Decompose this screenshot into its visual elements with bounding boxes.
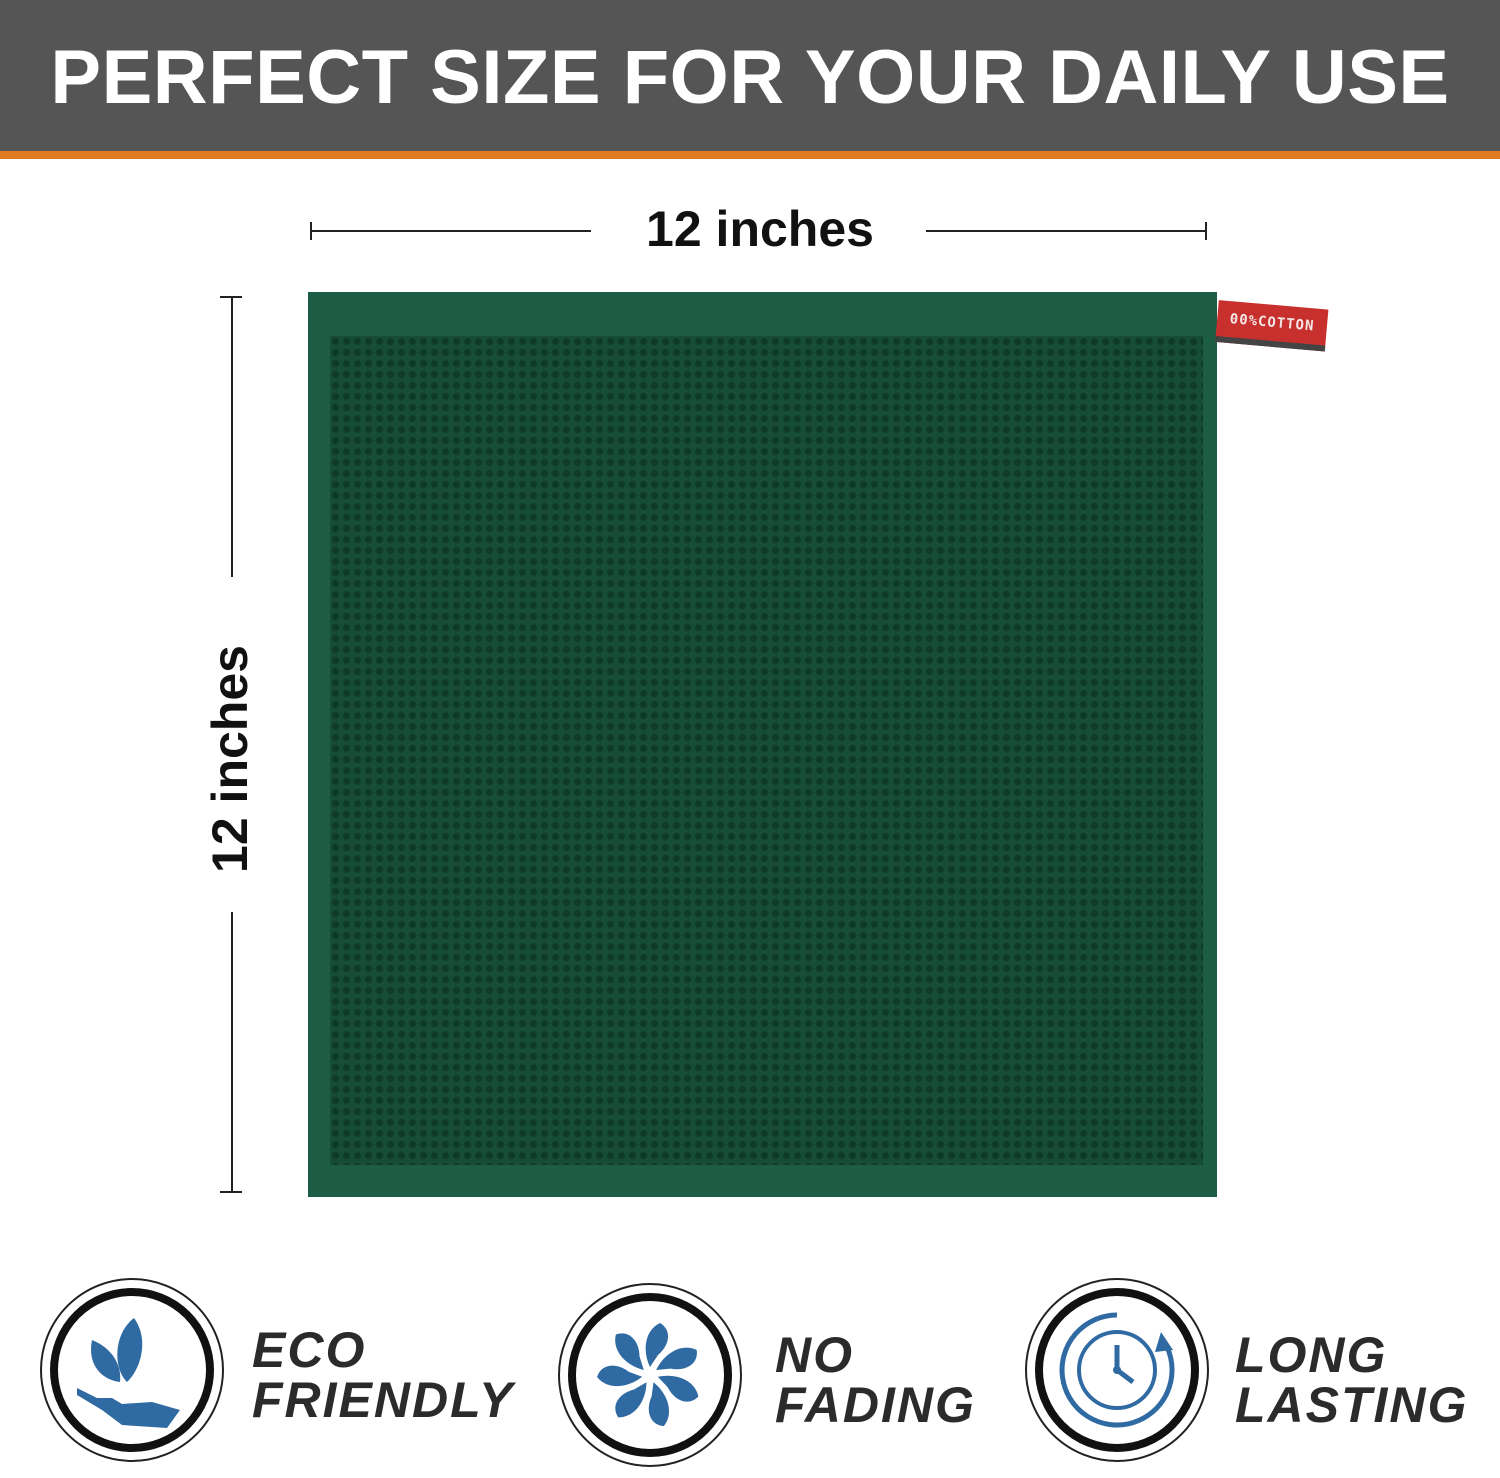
width-label: 12 inches xyxy=(646,201,874,257)
feature-line2: FADING xyxy=(775,1377,976,1433)
height-line-top xyxy=(231,297,233,577)
feature-badge xyxy=(40,1278,224,1462)
hand-leaves-icon xyxy=(77,1318,180,1428)
clock-icon xyxy=(1059,1312,1175,1428)
feature-badge xyxy=(558,1283,742,1467)
feature-line1: ECO xyxy=(252,1322,367,1378)
height-line-bottom xyxy=(231,912,233,1192)
feature-line2: FRIENDLY xyxy=(252,1372,515,1428)
feature-line2: LASTING xyxy=(1235,1377,1469,1433)
pinwheel-icon xyxy=(595,1323,702,1430)
header-banner: PERFECT SIZE FOR YOUR DAILY USE xyxy=(0,0,1500,159)
feature-badge xyxy=(1025,1278,1209,1462)
page-title: PERFECT SIZE FOR YOUR DAILY USE xyxy=(50,35,1450,120)
feature-line1: NO xyxy=(775,1327,854,1383)
feature-text: ECO FRIENDLY xyxy=(252,1325,514,1425)
height-tick-bottom xyxy=(220,1191,242,1193)
cotton-tag: 00%COTTON xyxy=(1215,300,1329,352)
width-tick-right xyxy=(1205,222,1207,240)
feature-line1: LONG xyxy=(1235,1327,1388,1383)
feature-text: LONG LASTING xyxy=(1235,1330,1468,1430)
width-line-right xyxy=(926,230,1206,232)
towel-mesh-pattern xyxy=(330,336,1203,1165)
towel-product-image xyxy=(308,292,1217,1197)
height-label: 12 inches xyxy=(202,645,258,873)
feature-text: NO FADING xyxy=(775,1330,976,1430)
width-line-left xyxy=(311,230,591,232)
